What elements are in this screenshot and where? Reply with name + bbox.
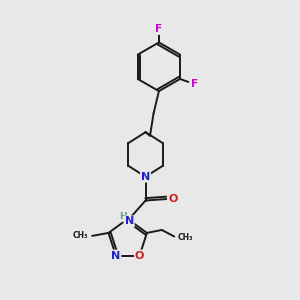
Text: H: H <box>119 212 127 221</box>
Text: CH₃: CH₃ <box>177 233 193 242</box>
Text: CH₃: CH₃ <box>73 231 88 240</box>
Text: N: N <box>141 172 150 182</box>
Text: O: O <box>135 250 144 260</box>
Text: O: O <box>168 194 178 204</box>
Text: F: F <box>191 79 198 89</box>
Text: F: F <box>155 24 163 34</box>
Text: N: N <box>124 216 134 226</box>
Text: N: N <box>111 250 121 260</box>
